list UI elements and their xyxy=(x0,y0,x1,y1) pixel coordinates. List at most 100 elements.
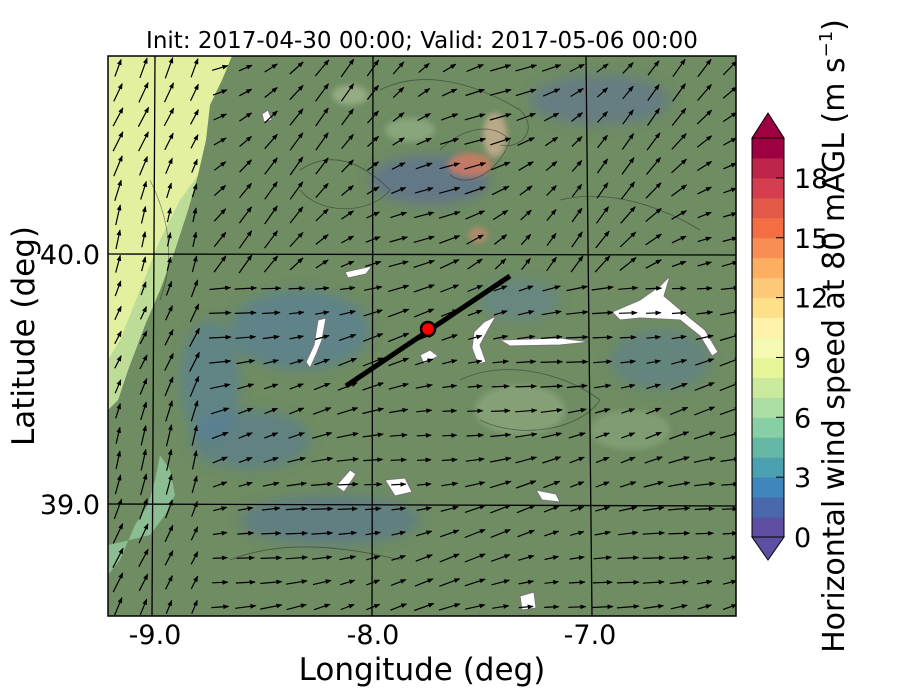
wind-vector-arrow xyxy=(694,406,716,416)
wind-vector-arrow xyxy=(416,481,432,487)
wind-vector-arrow xyxy=(140,425,147,446)
wind-vector-arrow xyxy=(114,330,122,345)
wind-vector-arrow xyxy=(389,432,408,438)
wind-vector-arrow xyxy=(546,185,557,196)
wind-vector-arrow xyxy=(264,110,278,124)
wind-vector-arrow xyxy=(696,285,713,291)
wind-vector-arrow xyxy=(465,481,486,488)
wind-vector-arrow xyxy=(571,112,583,122)
wind-vector-arrow xyxy=(464,505,486,513)
wind-vector-arrow xyxy=(414,578,434,587)
wind-vector-arrow xyxy=(566,310,589,315)
wind-vector-arrow xyxy=(339,555,357,561)
wind-vector-arrow xyxy=(165,400,173,422)
wind-vector-arrow xyxy=(336,457,359,462)
wind-vector-arrow xyxy=(166,207,172,223)
wind-vector-arrow xyxy=(596,87,609,98)
wind-vector-arrow xyxy=(465,88,485,97)
wind-vector-arrow xyxy=(289,181,304,200)
wind-vector-arrow xyxy=(540,334,563,340)
wind-vector-arrow xyxy=(315,132,329,151)
wind-vector-arrow xyxy=(138,82,149,103)
wind-vector-arrow xyxy=(541,432,563,439)
x-tick-label: -7.0 xyxy=(564,620,617,651)
wind-vector-arrow xyxy=(493,234,508,245)
wind-vector-arrow xyxy=(571,231,583,248)
wind-vector-arrow xyxy=(543,505,560,513)
wind-vector-arrow xyxy=(190,83,199,101)
wind-vector-arrow xyxy=(489,456,512,463)
wind-vector-arrow xyxy=(260,603,283,610)
wind-vector-arrow xyxy=(213,137,227,146)
wind-vector-arrow xyxy=(238,206,253,224)
wind-vector-arrow xyxy=(390,579,407,586)
wind-vector-arrow xyxy=(239,88,253,97)
wind-vector-arrow xyxy=(464,137,487,145)
wind-vector-arrow xyxy=(191,158,198,173)
wind-vector-arrow xyxy=(212,530,228,536)
wind-vector-arrow xyxy=(671,210,687,220)
wind-vector-arrow xyxy=(672,83,686,102)
wind-vector-arrow xyxy=(365,530,381,536)
wind-vector-arrow xyxy=(311,456,334,463)
wind-vector-arrow xyxy=(643,481,664,488)
wind-vector-arrow xyxy=(417,88,431,97)
wind-vector-arrow xyxy=(490,64,512,72)
wind-vector-arrow xyxy=(166,182,172,199)
wind-vector-arrow xyxy=(544,604,560,610)
wind-vector-arrow xyxy=(390,211,408,219)
wind-vector-arrow xyxy=(312,579,332,586)
wind-vector-arrow xyxy=(191,183,198,198)
colorbar-segment xyxy=(752,357,784,378)
wind-vector-arrow xyxy=(115,229,122,250)
wind-vector-arrow xyxy=(341,210,354,220)
wind-vector-arrow xyxy=(189,351,200,372)
wind-vector-arrow xyxy=(440,284,460,293)
colorbar-segment xyxy=(752,197,784,219)
wind-vector-arrow xyxy=(234,285,257,291)
wind-vector-arrow xyxy=(492,359,509,365)
wind-vector-arrow xyxy=(466,64,484,72)
wind-vector-arrow xyxy=(165,424,173,447)
wind-vector-arrow xyxy=(595,506,611,512)
wind-vector-arrow xyxy=(289,156,304,176)
lat-lon-grid xyxy=(108,56,736,616)
wind-vector-arrow xyxy=(567,407,587,414)
wind-vector-arrow xyxy=(417,112,431,122)
wind-vector-arrow xyxy=(209,310,232,316)
wind-vector-arrow xyxy=(695,358,715,366)
wind-vector-arrow xyxy=(669,431,690,440)
wind-vector-arrow xyxy=(213,184,227,197)
wind-vector-arrow xyxy=(209,285,232,291)
wind-vector-arrow xyxy=(621,133,635,150)
wind-vector-arrow xyxy=(618,505,638,512)
wind-vector-arrow xyxy=(440,505,459,512)
map-panel xyxy=(108,56,736,616)
wind-vector-arrow xyxy=(719,431,736,439)
wind-vector-arrow xyxy=(212,456,228,464)
wind-vector-arrow xyxy=(341,133,354,149)
wind-vector-arrow xyxy=(315,107,329,127)
wind-vector-arrow xyxy=(720,457,736,462)
wind-vector-arrow xyxy=(164,550,174,566)
wind-vector-arrow xyxy=(313,603,331,611)
colorbar-tick-label: 3 xyxy=(794,463,811,494)
wind-vector-arrow xyxy=(490,554,511,562)
wind-vector-arrow xyxy=(467,258,483,270)
wind-vector-arrow xyxy=(616,604,640,609)
wind-vector-arrow xyxy=(311,481,334,487)
wind-vector-arrow xyxy=(289,108,304,126)
wind-vector-arrow xyxy=(315,157,329,175)
wind-vector-arrow xyxy=(238,254,253,274)
wind-vector-arrow xyxy=(236,358,256,365)
wind-vector-arrow xyxy=(465,210,486,220)
wind-vector-arrow xyxy=(439,162,461,170)
wind-vector-arrow xyxy=(264,230,278,249)
wind-vector-arrow xyxy=(112,131,124,152)
wind-vector-arrow xyxy=(571,136,583,147)
wind-vector-arrow xyxy=(165,575,173,590)
wind-vector-arrow xyxy=(491,579,510,586)
wind-vector-arrow xyxy=(190,551,199,565)
wind-vector-arrow xyxy=(235,579,256,585)
wind-vector-arrow xyxy=(112,547,124,568)
